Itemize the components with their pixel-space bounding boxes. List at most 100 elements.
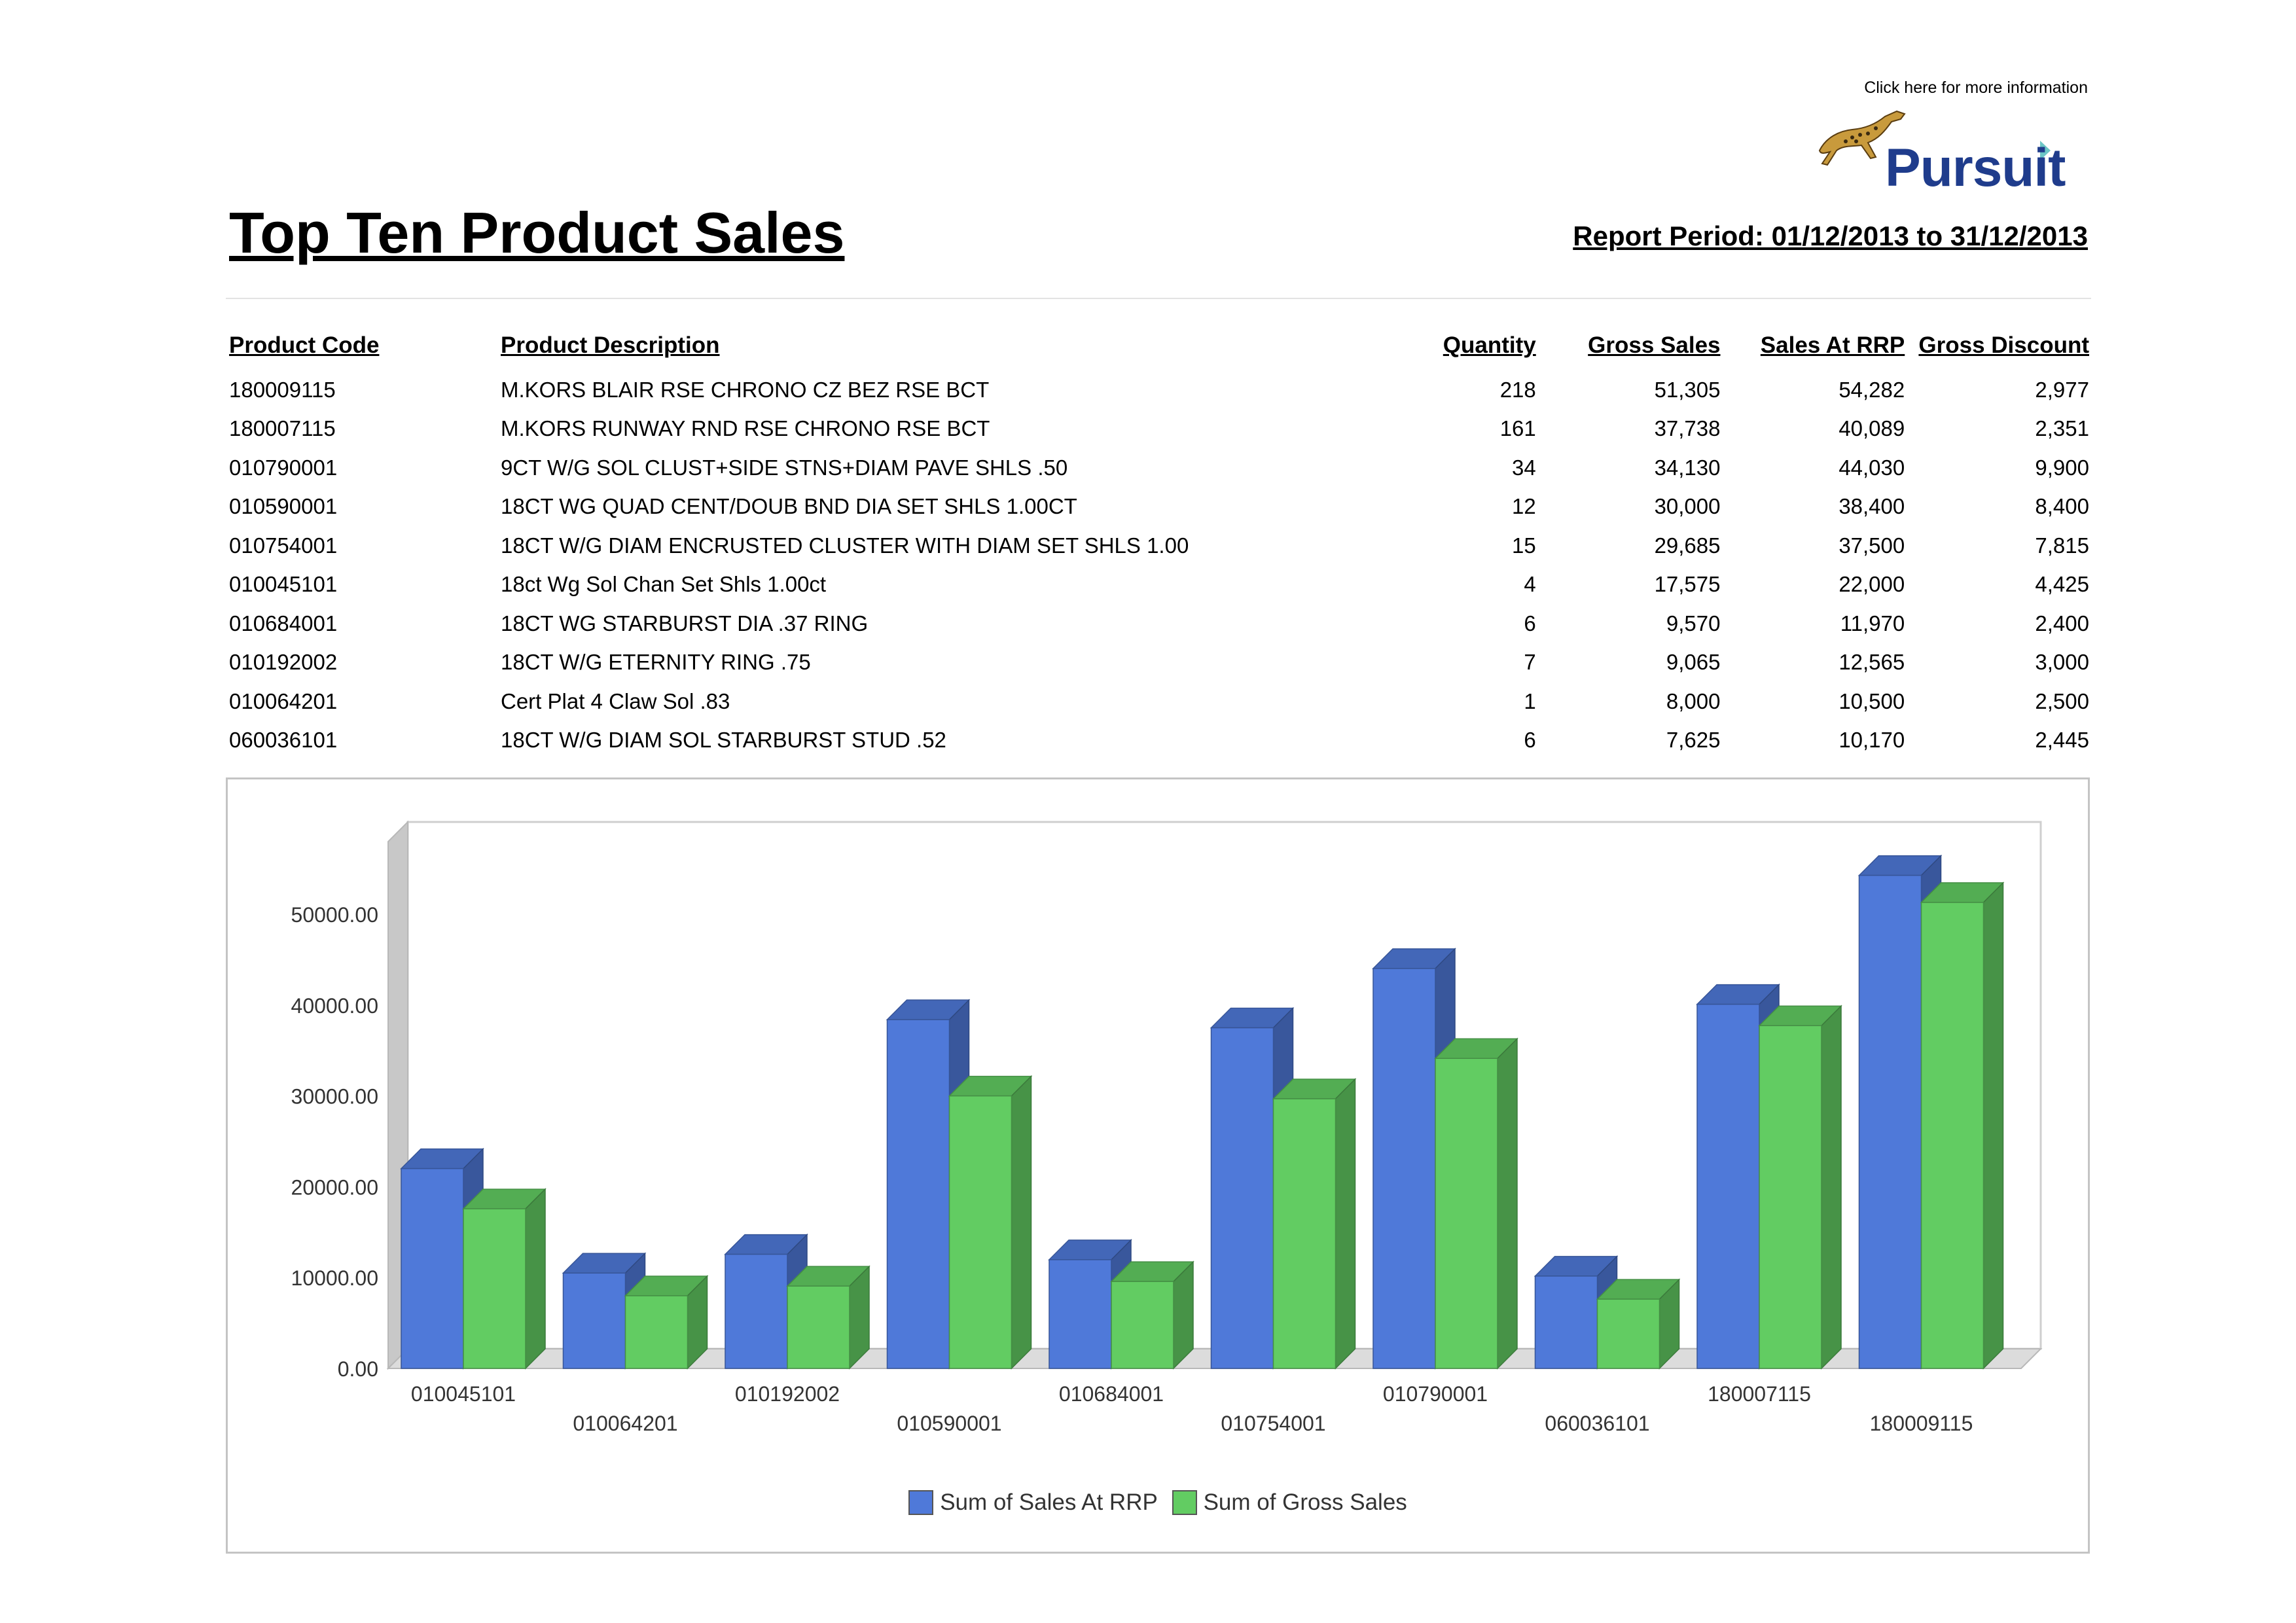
cell-gross-sales: 8,000 bbox=[1666, 688, 1721, 713]
leopard-icon bbox=[1818, 110, 1906, 166]
bar-gross-sales bbox=[1920, 902, 1984, 1369]
cell-gross-sales: 34,130 bbox=[1654, 455, 1721, 480]
report-title: Top Ten Product Sales bbox=[229, 200, 845, 265]
cell-product-code: 010790001 bbox=[229, 455, 338, 480]
bar-sales-at-rrp bbox=[1049, 1259, 1112, 1369]
cell-product-description: 18CT W/G ETERNITY RING .75 bbox=[501, 650, 811, 675]
cell-gross-discount: 9,900 bbox=[2035, 455, 2089, 480]
cell-product-description: 9CT W/G SOL CLUST+SIDE STNS+DIAM PAVE SH… bbox=[501, 455, 1068, 480]
x-tick-label: 060036101 bbox=[1545, 1412, 1649, 1435]
logo-wordmark: Pursuit bbox=[1885, 138, 2066, 198]
table-row: 010790001 9CT W/G SOL CLUST+SIDE STNS+DIA… bbox=[229, 448, 2089, 488]
bar-gross-sales bbox=[1759, 1025, 1822, 1369]
cell-sales-at-rrp: 11,970 bbox=[1840, 611, 1905, 635]
more-info-link[interactable]: Click here for more information bbox=[1864, 79, 2088, 97]
cell-sales-at-rrp: 40,089 bbox=[1839, 416, 1905, 441]
legend-label-gross: Sum of Gross Sales bbox=[1203, 1489, 1407, 1515]
legend-swatch-rrp bbox=[908, 1490, 934, 1515]
cell-gross-discount: 2,351 bbox=[2035, 416, 2089, 441]
cell-quantity: 34 bbox=[1512, 455, 1536, 480]
cell-gross-discount: 3,000 bbox=[2035, 650, 2089, 675]
cell-sales-at-rrp: 12,565 bbox=[1839, 650, 1905, 675]
cell-gross-discount: 2,977 bbox=[2035, 377, 2089, 402]
product-sales-table: Product Code Product Description Quantit… bbox=[229, 332, 2089, 760]
y-tick-label: 0.00 bbox=[338, 1357, 378, 1381]
bar-sales-at-rrp bbox=[1372, 968, 1436, 1369]
col-gross-sales: Gross Sales bbox=[1588, 332, 1721, 358]
y-tick-label: 40000.00 bbox=[291, 994, 378, 1018]
cell-product-code: 010684001 bbox=[229, 611, 338, 635]
table-row: 010754001 18CT W/G DIAM ENCRUSTED CLUSTER… bbox=[229, 526, 2089, 565]
bar-sales-at-rrp bbox=[1534, 1275, 1598, 1369]
y-tick-label: 50000.00 bbox=[291, 903, 378, 927]
cell-product-code: 010754001 bbox=[229, 533, 338, 558]
logo-arrow-icon bbox=[2040, 141, 2051, 160]
legend-item-gross: Sum of Gross Sales bbox=[1172, 1489, 1407, 1516]
cell-gross-sales: 9,065 bbox=[1666, 650, 1721, 675]
col-product-code: Product Code bbox=[229, 332, 380, 358]
table-row: 010590001 18CT WG QUAD CENT/DOUB BND DIA … bbox=[229, 488, 2089, 527]
cell-product-description: M.KORS BLAIR RSE CHRONO CZ BEZ RSE BCT bbox=[501, 377, 990, 402]
cell-product-description: 18CT WG STARBURST DIA .37 RING bbox=[501, 611, 869, 635]
table-header-row: Product Code Product Description Quantit… bbox=[229, 332, 2089, 370]
bar-sales-at-rrp bbox=[725, 1253, 788, 1369]
bar-gross-sales bbox=[624, 1295, 689, 1369]
cell-gross-discount: 4,425 bbox=[2035, 572, 2089, 597]
sales-chart: 0.00 10000.00 20000.00 30000.00 40000.00 5000… bbox=[226, 777, 2090, 1554]
cell-gross-sales: 7,625 bbox=[1666, 728, 1721, 753]
bar-sales-at-rrp bbox=[1210, 1027, 1274, 1369]
cell-gross-sales: 30,000 bbox=[1654, 494, 1721, 519]
cell-gross-discount: 7,815 bbox=[2035, 533, 2089, 558]
header-divider bbox=[226, 298, 2091, 299]
bar-gross-sales-side bbox=[1982, 882, 2004, 1370]
table-row: 010684001 18CT WG STARBURST DIA .37 RING 6… bbox=[229, 604, 2089, 643]
bar-gross-sales-side bbox=[1497, 1037, 1518, 1370]
cell-product-code: 010590001 bbox=[229, 494, 338, 519]
x-tick-label: 010754001 bbox=[1221, 1412, 1325, 1435]
chart-legend: Sum of Sales At RRP Sum of Gross Sales bbox=[228, 1489, 2088, 1521]
cell-quantity: 218 bbox=[1499, 377, 1536, 402]
cell-sales-at-rrp: 10,500 bbox=[1839, 688, 1905, 713]
pursuit-logo[interactable]: Pursuit bbox=[1813, 98, 2094, 203]
bar-gross-sales-side bbox=[1335, 1078, 1356, 1370]
cell-sales-at-rrp: 10,170 bbox=[1839, 728, 1905, 753]
cell-sales-at-rrp: 44,030 bbox=[1839, 455, 1905, 480]
table-row: 010045101 18ct Wg Sol Chan Set Shls 1.00c… bbox=[229, 565, 2089, 605]
cell-sales-at-rrp: 54,282 bbox=[1839, 377, 1905, 402]
bar-gross-sales bbox=[1272, 1098, 1336, 1369]
y-tick-label: 10000.00 bbox=[291, 1266, 378, 1290]
table-row: 010064201 Cert Plat 4 Claw Sol .83 1 8,000 1… bbox=[229, 682, 2089, 721]
cell-product-description: Cert Plat 4 Claw Sol .83 bbox=[501, 688, 730, 713]
cell-gross-discount: 2,500 bbox=[2035, 688, 2089, 713]
legend-item-rrp: Sum of Sales At RRP bbox=[908, 1489, 1158, 1516]
x-tick-label: 010790001 bbox=[1383, 1382, 1488, 1406]
legend-label-rrp: Sum of Sales At RRP bbox=[940, 1489, 1158, 1515]
cell-gross-discount: 8,400 bbox=[2035, 494, 2089, 519]
bar-sales-at-rrp bbox=[401, 1168, 464, 1369]
y-tick-label: 30000.00 bbox=[291, 1085, 378, 1109]
cell-product-code: 180009115 bbox=[229, 377, 336, 402]
cell-gross-sales: 17,575 bbox=[1654, 572, 1721, 597]
x-tick-label: 010192002 bbox=[735, 1382, 840, 1406]
bar-sales-at-rrp bbox=[562, 1272, 626, 1369]
cell-product-code: 010192002 bbox=[229, 650, 338, 675]
legend-swatch-gross bbox=[1172, 1490, 1197, 1515]
x-tick-label: 180007115 bbox=[1708, 1382, 1811, 1406]
bar-sales-at-rrp bbox=[886, 1019, 950, 1369]
cell-product-description: M.KORS RUNWAY RND RSE CHRONO RSE BCT bbox=[501, 416, 990, 441]
table-row: 010192002 18CT W/G ETERNITY RING .75 7 9,06… bbox=[229, 643, 2089, 683]
cell-sales-at-rrp: 38,400 bbox=[1839, 494, 1905, 519]
cell-product-code: 180007115 bbox=[229, 416, 336, 441]
cell-quantity: 6 bbox=[1524, 611, 1536, 635]
table-row: 180007115 M.KORS RUNWAY RND RSE CHRONO RS… bbox=[229, 410, 2089, 449]
bar-sales-at-rrp bbox=[1696, 1003, 1760, 1369]
bar-gross-sales-side bbox=[1821, 1005, 1842, 1370]
cell-product-description: 18CT WG QUAD CENT/DOUB BND DIA SET SHLS … bbox=[501, 494, 1077, 519]
x-tick-label: 010590001 bbox=[897, 1412, 1001, 1435]
cell-product-code: 010045101 bbox=[229, 572, 338, 597]
col-quantity: Quantity bbox=[1443, 332, 1536, 358]
cell-product-code: 060036101 bbox=[229, 728, 338, 753]
table-row: 180009115 M.KORS BLAIR RSE CHRONO CZ BEZ … bbox=[229, 370, 2089, 410]
bar-gross-sales bbox=[463, 1208, 526, 1369]
cell-product-description: 18CT W/G DIAM SOL STARBURST STUD .52 bbox=[501, 728, 946, 753]
